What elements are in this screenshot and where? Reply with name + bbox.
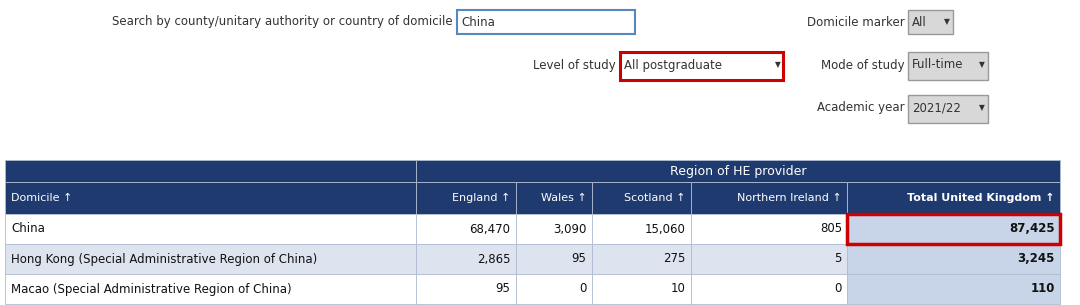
Bar — [691, 182, 847, 214]
Text: ▼: ▼ — [980, 60, 985, 70]
Bar — [592, 274, 691, 304]
Text: ▼: ▼ — [944, 17, 950, 27]
Bar — [5, 160, 417, 182]
Text: Northern Ireland ↑: Northern Ireland ↑ — [738, 193, 842, 203]
Bar — [417, 160, 1059, 182]
FancyBboxPatch shape — [620, 52, 783, 80]
Bar — [847, 244, 1059, 274]
Bar — [515, 182, 592, 214]
FancyBboxPatch shape — [457, 10, 635, 34]
Text: 2,865: 2,865 — [477, 253, 511, 265]
Bar — [691, 214, 847, 244]
Bar — [592, 182, 691, 214]
Text: ▼: ▼ — [980, 103, 985, 113]
Text: Region of HE provider: Region of HE provider — [670, 164, 807, 178]
Bar — [515, 214, 592, 244]
Text: 3,090: 3,090 — [553, 223, 586, 235]
Text: Scotland ↑: Scotland ↑ — [624, 193, 686, 203]
Text: 805: 805 — [820, 223, 842, 235]
Text: 0: 0 — [579, 282, 586, 296]
Text: 3,245: 3,245 — [1017, 253, 1055, 265]
Text: 5: 5 — [835, 253, 842, 265]
Text: Academic year: Academic year — [818, 102, 905, 114]
Text: 87,425: 87,425 — [1010, 223, 1055, 235]
Text: 110: 110 — [1030, 282, 1055, 296]
Text: Search by county/unitary authority or country of domicile: Search by county/unitary authority or co… — [112, 16, 453, 28]
Text: 10: 10 — [671, 282, 686, 296]
Text: Total United Kingdom ↑: Total United Kingdom ↑ — [907, 193, 1055, 203]
Bar — [592, 244, 691, 274]
Bar — [847, 182, 1059, 214]
Bar — [5, 274, 417, 304]
Text: Level of study: Level of study — [534, 59, 616, 71]
Bar — [847, 214, 1059, 244]
FancyBboxPatch shape — [908, 10, 953, 34]
Bar — [417, 274, 515, 304]
Text: Full-time: Full-time — [912, 59, 963, 71]
Bar — [5, 214, 417, 244]
Text: China: China — [461, 16, 495, 28]
Text: 0: 0 — [835, 282, 842, 296]
Text: England ↑: England ↑ — [453, 193, 511, 203]
Bar — [417, 214, 515, 244]
Bar — [5, 182, 417, 214]
Text: ▼: ▼ — [775, 60, 781, 70]
Bar — [5, 244, 417, 274]
Text: Hong Kong (Special Administrative Region of China): Hong Kong (Special Administrative Region… — [11, 253, 318, 265]
Text: China: China — [11, 223, 45, 235]
Text: All: All — [912, 16, 927, 28]
Text: 95: 95 — [496, 282, 511, 296]
Text: Wales ↑: Wales ↑ — [541, 193, 586, 203]
Text: Domicile marker: Domicile marker — [807, 16, 905, 28]
Bar — [417, 182, 515, 214]
Bar — [847, 214, 1059, 244]
FancyBboxPatch shape — [908, 95, 988, 123]
FancyBboxPatch shape — [908, 52, 988, 80]
Bar — [592, 214, 691, 244]
Bar — [691, 244, 847, 274]
Bar — [417, 244, 515, 274]
Bar — [515, 274, 592, 304]
Bar — [515, 244, 592, 274]
Text: 95: 95 — [571, 253, 586, 265]
Text: All postgraduate: All postgraduate — [624, 59, 723, 71]
Text: Domicile ↑: Domicile ↑ — [11, 193, 72, 203]
Text: 2021/22: 2021/22 — [912, 102, 961, 114]
Text: 15,060: 15,060 — [645, 223, 686, 235]
Text: Macao (Special Administrative Region of China): Macao (Special Administrative Region of … — [11, 282, 292, 296]
Text: 68,470: 68,470 — [470, 223, 511, 235]
Text: Mode of study: Mode of study — [822, 59, 905, 71]
Bar — [847, 274, 1059, 304]
Text: 275: 275 — [663, 253, 686, 265]
Bar — [691, 274, 847, 304]
